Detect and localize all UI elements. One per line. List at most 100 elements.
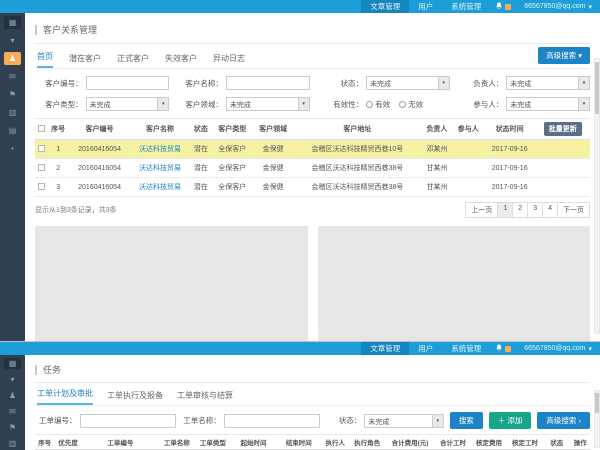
row-checkbox[interactable] (37, 182, 45, 190)
tab-formal-customers[interactable]: 正式客户 (117, 54, 149, 63)
status-label: 状态： (338, 416, 362, 425)
task-main: 任务 工单计划及审批 工单执行及报备 工单审核与结算 工单编号： 工单名称： 状… (25, 355, 600, 450)
customer-name-link[interactable]: 沃达科技贸易 (139, 184, 182, 191)
customer-domain-label: 客户领域： (185, 99, 223, 109)
col-total-cost: 合计费用(元) (385, 434, 436, 450)
owner-label: 负责人： (473, 78, 504, 88)
mail-icon[interactable]: ✉ (9, 407, 16, 417)
content-placeholder-left (35, 226, 308, 341)
dot-icon[interactable]: • (11, 143, 14, 153)
chevron-down-icon[interactable]: ▾ (10, 35, 15, 45)
user-email: 66567850@qq.com (524, 3, 586, 10)
customer-name-input[interactable] (225, 76, 310, 90)
customer-name-link[interactable]: 沃达科技贸易 (139, 165, 182, 172)
nav-article-management[interactable]: 文章管理 (361, 0, 410, 13)
col-participant: 参与人 (452, 118, 484, 140)
customer-no-input[interactable] (85, 76, 170, 90)
flag-icon[interactable]: ⚑ (8, 89, 17, 99)
printer-icon[interactable]: ▥ (8, 107, 17, 117)
caret-down-icon: ▾ (578, 51, 582, 60)
task-search-form: 工单编号： 工单名称： 状态： 未完成 ▾ 搜索 ＋ 添加 高级搜索 › (35, 412, 590, 429)
task-window: 文章管理 用户 系统管理 66567850@qq.com ▾ ▦ ▾ ♟ ✉ ⚑… (0, 341, 600, 450)
select-all-checkbox[interactable] (35, 118, 48, 140)
next-page-button[interactable]: 下一页 (557, 202, 590, 218)
customer-type-label: 客户类型： (45, 99, 83, 109)
caret-down-icon: ▾ (431, 414, 443, 427)
customer-name-link[interactable]: 沃达科技贸易 (139, 146, 182, 153)
col-owner: 负责人 (421, 118, 453, 140)
list-icon[interactable]: ▤ (8, 125, 17, 135)
status-select[interactable]: 未完成 ▾ (366, 76, 450, 90)
nav-users[interactable]: 用户 (418, 2, 434, 11)
pagination: 上一页 1 2 3 4 下一页 (465, 202, 590, 218)
chevron-down-icon[interactable]: ▾ (10, 374, 15, 384)
col-approved-cost: 核定费用 (471, 434, 507, 450)
notifications[interactable] (490, 0, 516, 13)
printer-icon[interactable]: ▥ (8, 439, 17, 449)
tab-change-log[interactable]: 异动日志 (213, 54, 245, 63)
grid-icon[interactable]: ▦ (4, 358, 21, 370)
user-icon[interactable]: ♟ (8, 390, 17, 400)
tab-potential-customers[interactable]: 潜在客户 (69, 54, 101, 63)
row-checkbox[interactable] (37, 163, 45, 171)
table-row[interactable]: 2 20160416054 沃达科技贸易 潜在 全保客户 金保健 会稽区沃达科技… (35, 158, 590, 178)
customer-type-select[interactable]: 未完成 ▾ (85, 97, 170, 111)
col-address: 客户地址 (293, 118, 422, 140)
caret-down-icon: ▾ (157, 98, 169, 110)
top-navbar: 文章管理 用户 系统管理 66567850@qq.com ▾ (0, 0, 600, 13)
table-row[interactable]: 1 20160416054 沃达科技贸易 潜在 全保客户 金保健 会稽区沃达科技… (35, 139, 590, 159)
advanced-search-button[interactable]: 高级搜索 ▾ (538, 47, 590, 64)
validity-radios: 有效 无效 (366, 99, 450, 110)
bell-icon (495, 2, 503, 12)
notification-badge (505, 3, 512, 10)
search-button[interactable]: 搜索 (449, 412, 483, 429)
batch-update-button[interactable]: 批量更新 (543, 122, 582, 136)
page-title: 客户关系管理 (35, 25, 98, 35)
mail-icon[interactable]: ✉ (9, 71, 16, 81)
status-select[interactable]: 未完成 ▾ (364, 413, 444, 428)
nav-users[interactable]: 用户 (418, 344, 434, 353)
page-1-button[interactable]: 1 (497, 202, 514, 218)
user-menu[interactable]: 66567850@qq.com ▾ (516, 342, 600, 355)
nav-system-management[interactable]: 系统管理 (451, 2, 482, 11)
user-icon[interactable]: ♟ (4, 52, 21, 65)
page-2-button[interactable]: 2 (512, 202, 529, 218)
page-title: 任务 (35, 365, 62, 375)
crm-sidebar: ▦ ▾ ♟ ✉ ⚑ ▥ ▤ • (0, 13, 25, 341)
scrollbar[interactable] (594, 58, 600, 334)
task-sidebar: ▦ ▾ ♟ ✉ ⚑ ▥ (0, 355, 25, 450)
col-workorder-type: 工单类型 (194, 434, 231, 450)
workorder-name-input[interactable] (223, 413, 320, 428)
invalid-radio[interactable]: 无效 (399, 99, 423, 110)
nav-system-management[interactable]: 系统管理 (451, 344, 482, 353)
page-4-button[interactable]: 4 (542, 202, 558, 218)
table-row[interactable]: 3 20160416054 沃达科技贸易 潜在 全保客户 金保健 会稽区沃达科技… (35, 177, 590, 197)
scrollbar-thumb[interactable] (595, 62, 599, 114)
owner-select[interactable]: 未完成 ▾ (506, 76, 590, 90)
workorder-no-input[interactable] (79, 413, 176, 428)
tab-workorder-review-settlement[interactable]: 工单审核与结算 (177, 391, 233, 400)
prev-page-button[interactable]: 上一页 (465, 202, 499, 218)
tab-home[interactable]: 首页 (37, 51, 53, 68)
valid-radio[interactable]: 有效 (366, 99, 390, 110)
page-3-button[interactable]: 3 (527, 202, 544, 218)
flag-icon[interactable]: ⚑ (8, 423, 17, 433)
advanced-search-button[interactable]: 高级搜索 › (537, 412, 590, 429)
customer-domain-select[interactable]: 未完成 ▾ (225, 97, 310, 111)
user-menu[interactable]: 66567850@qq.com ▾ (516, 0, 600, 13)
col-status: 状态 (542, 434, 571, 450)
notifications[interactable] (490, 342, 516, 355)
add-button[interactable]: ＋ 添加 (488, 412, 532, 429)
scrollbar-thumb[interactable] (595, 393, 599, 413)
participant-select[interactable]: 未完成 ▾ (506, 97, 590, 111)
radio-icon (399, 100, 407, 108)
nav-article-management[interactable]: 文章管理 (361, 342, 410, 355)
tab-workorder-plan-approval[interactable]: 工单计划及审批 (37, 388, 93, 405)
col-end-time: 结束时间 (276, 434, 322, 450)
scrollbar[interactable] (594, 390, 600, 448)
row-checkbox[interactable] (37, 144, 45, 152)
tab-workorder-execution-report[interactable]: 工单执行及报备 (107, 391, 163, 400)
tab-invalid-customers[interactable]: 失效客户 (165, 54, 197, 63)
col-total-hours: 合计工时 (435, 434, 471, 450)
grid-icon[interactable]: ▦ (4, 16, 21, 29)
